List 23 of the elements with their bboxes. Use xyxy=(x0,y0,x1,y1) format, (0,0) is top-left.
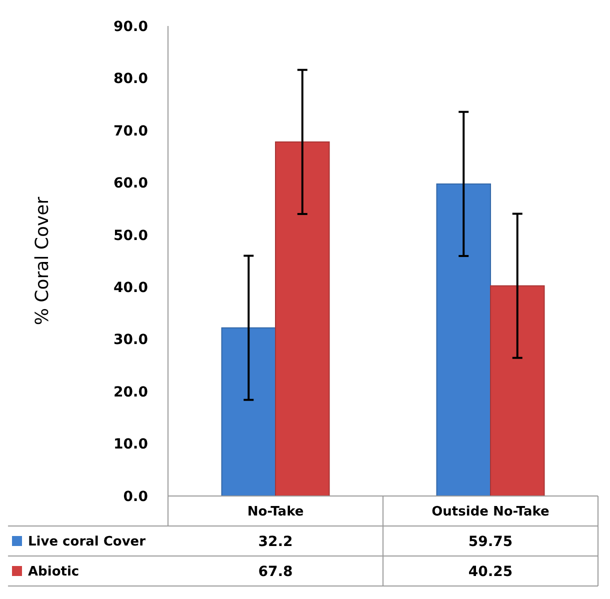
y-tick-label: 20.0 xyxy=(113,384,148,400)
y-tick-label: 60.0 xyxy=(113,176,148,192)
y-tick-label: 0.0 xyxy=(123,488,148,505)
y-tick-label: 50.0 xyxy=(113,228,148,244)
y-tick-label: 80.0 xyxy=(113,71,148,88)
y-tick-label: 30.0 xyxy=(113,332,148,348)
y-tick-label: 40.0 xyxy=(113,280,148,296)
y-tick-label: 10.0 xyxy=(113,436,148,453)
legend-label: Live coral Cover xyxy=(28,534,146,550)
data-label: 67.8 xyxy=(258,564,293,580)
data-label: 32.2 xyxy=(258,534,293,550)
data-label: 59.75 xyxy=(468,534,513,550)
x-tick-label: Outside No-Take xyxy=(432,504,550,520)
legend-label: Abiotic xyxy=(28,564,80,580)
y-tick-label: 70.0 xyxy=(113,123,148,140)
y-tick-label: 90.0 xyxy=(113,18,148,35)
bar xyxy=(275,141,330,496)
bar xyxy=(221,327,276,496)
data-label: 40.25 xyxy=(468,564,513,580)
y-axis-title: % Coral Cover xyxy=(32,196,53,326)
bar xyxy=(490,285,545,496)
bar xyxy=(436,183,491,496)
x-tick-label: No-Take xyxy=(247,504,304,520)
